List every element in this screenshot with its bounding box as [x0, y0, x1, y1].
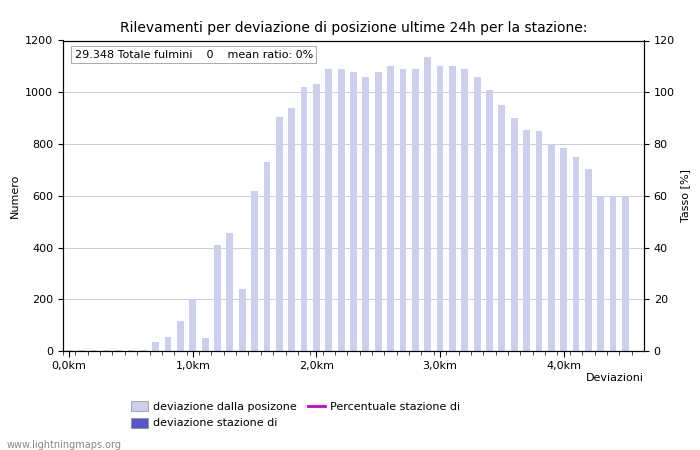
Bar [511, 118, 517, 351]
Bar [498, 105, 505, 351]
Bar [437, 66, 443, 351]
Bar [424, 57, 431, 351]
Bar [239, 289, 246, 351]
Bar [103, 350, 110, 351]
Bar [164, 337, 172, 351]
Bar [127, 350, 134, 351]
Bar [585, 169, 591, 351]
Title: Rilevamenti per deviazione di posizione ultime 24h per la stazione:: Rilevamenti per deviazione di posizione … [120, 21, 587, 35]
Text: Deviazioni: Deviazioni [586, 373, 644, 383]
Bar [412, 69, 419, 351]
Bar [400, 69, 406, 351]
Legend: deviazione dalla posizone, deviazione stazione di, Percentuale stazione di: deviazione dalla posizone, deviazione st… [127, 397, 465, 433]
Bar [78, 350, 85, 351]
Bar [474, 76, 480, 351]
Bar [66, 350, 73, 351]
Bar [536, 131, 542, 351]
Bar [610, 196, 617, 351]
Y-axis label: Numero: Numero [10, 174, 20, 218]
Text: www.lightningmaps.org: www.lightningmaps.org [7, 440, 122, 450]
Bar [264, 162, 270, 351]
Bar [597, 196, 604, 351]
Bar [461, 69, 468, 351]
Bar [313, 85, 320, 351]
Bar [90, 350, 97, 351]
Bar [548, 144, 554, 351]
Bar [573, 157, 580, 351]
Bar [140, 350, 147, 351]
Bar [523, 130, 530, 351]
Bar [227, 233, 233, 351]
Bar [276, 117, 283, 351]
Bar [387, 66, 394, 351]
Bar [190, 299, 196, 351]
Bar [560, 148, 567, 351]
Y-axis label: Tasso [%]: Tasso [%] [680, 169, 690, 222]
Bar [374, 72, 382, 351]
Bar [622, 196, 629, 351]
Text: 29.348 Totale fulmini    0    mean ratio: 0%: 29.348 Totale fulmini 0 mean ratio: 0% [75, 50, 313, 60]
Bar [177, 321, 184, 351]
Bar [350, 72, 357, 351]
Bar [288, 108, 295, 351]
Bar [153, 342, 159, 351]
Bar [301, 87, 307, 351]
Bar [202, 338, 209, 351]
Bar [337, 69, 344, 351]
Bar [486, 90, 493, 351]
Bar [449, 66, 456, 351]
Bar [116, 350, 122, 351]
Bar [326, 69, 332, 351]
Bar [214, 245, 221, 351]
Bar [363, 76, 370, 351]
Bar [251, 191, 258, 351]
